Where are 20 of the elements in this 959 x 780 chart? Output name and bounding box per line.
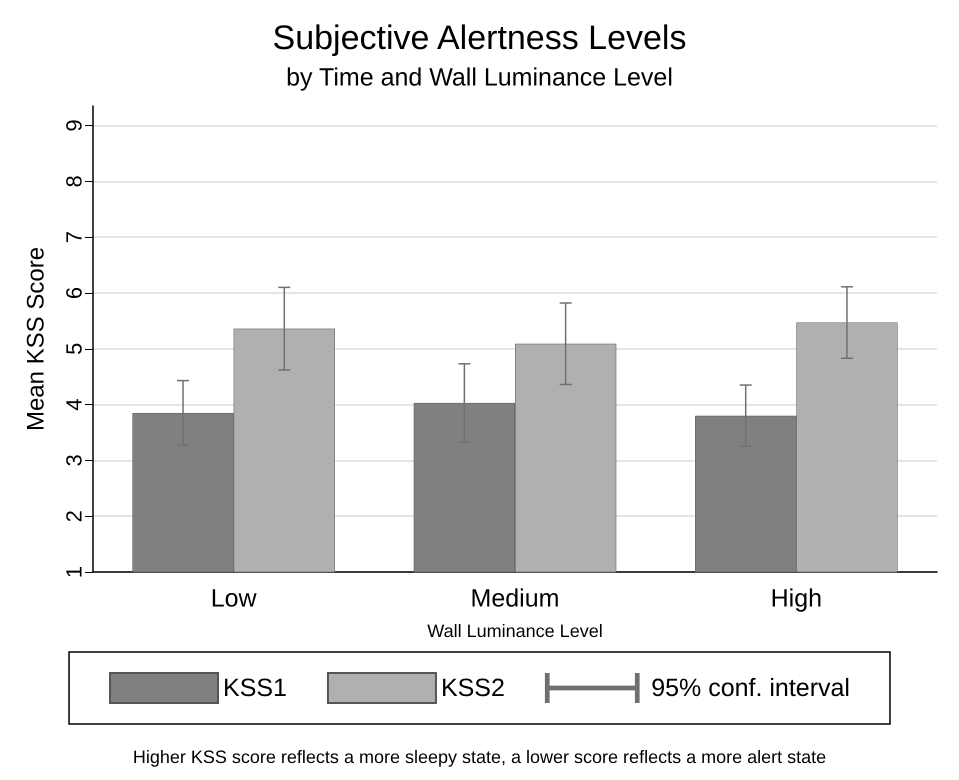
text: 95% conf. interval	[651, 674, 850, 702]
legend-label: KSS1	[223, 674, 287, 702]
x-tick-label: Medium	[470, 584, 560, 612]
y-tick-label: 3	[62, 454, 86, 467]
y-tick-label: 1	[62, 566, 86, 578]
chart-subtitle: by Time and Wall Luminance Level	[286, 64, 673, 92]
x-axis-title: Wall Luminance Level	[427, 621, 603, 641]
text: Higher KSS score reflects a more sleepy state, a lower score reflects a more alert state	[132, 747, 826, 767]
y-tick-label: 9	[62, 119, 86, 132]
chart-title: Subjective Alertness Levels	[272, 19, 686, 57]
y-tick-label: 5	[62, 342, 86, 355]
y-tick-label: 4	[62, 398, 86, 411]
y-tick-label: 8	[62, 175, 86, 188]
x-tick-label: Low	[210, 584, 258, 612]
y-tick-label: 6	[62, 286, 86, 300]
legend-label: KSS2	[440, 674, 505, 702]
y-axis-title: Mean KSS Score	[22, 246, 50, 432]
y-tick-label: 7	[62, 231, 86, 244]
x-tick-label: High	[770, 584, 822, 612]
y-tick-label: 2	[62, 510, 86, 522]
